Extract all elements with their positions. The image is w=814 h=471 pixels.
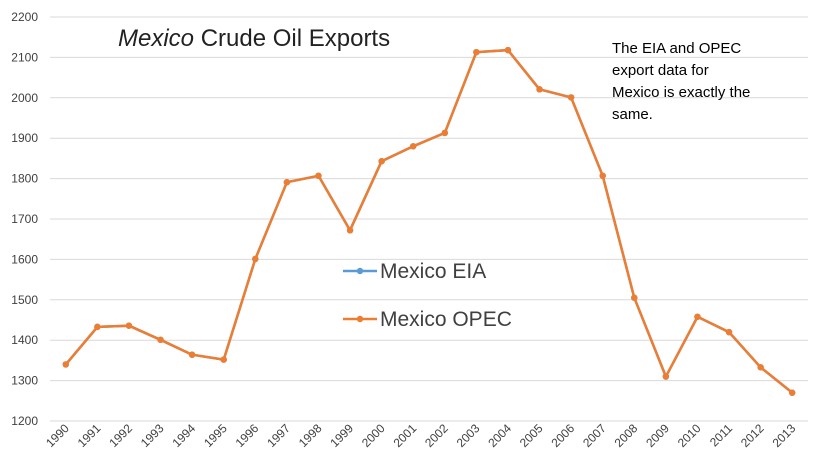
chart-title-rest: Crude Oil Exports — [194, 25, 390, 52]
legend: Mexico EIA Mexico OPEC — [343, 260, 512, 331]
series-line — [64, 48, 793, 394]
x-tick-label: 2005 — [517, 421, 546, 450]
x-tick-label: 2003 — [454, 421, 483, 450]
x-tick-label: 1996 — [233, 421, 262, 450]
legend-opec-label: Mexico OPEC — [380, 308, 512, 331]
x-tick-label: 1990 — [43, 421, 72, 450]
x-tick-label: 2002 — [422, 421, 451, 450]
x-tick-label: 1995 — [201, 421, 230, 450]
data-point — [504, 46, 512, 54]
data-point — [220, 356, 227, 363]
x-tick-label: 2004 — [485, 421, 514, 450]
x-axis-ticks: 1990 1991 1992 1993 1994 1995 1996 1997 1998 1999… — [43, 421, 798, 450]
y-tick-label: 1900 — [11, 131, 38, 145]
data-point — [631, 294, 638, 301]
data-point — [315, 172, 322, 179]
data-point — [694, 313, 701, 320]
y-tick-label: 1200 — [11, 414, 38, 428]
data-point — [188, 351, 196, 358]
x-tick-label: 2010 — [675, 421, 704, 450]
y-tick-label: 1300 — [11, 374, 38, 388]
x-tick-label: 2007 — [580, 421, 609, 450]
data-point — [473, 48, 480, 56]
y-tick-label: 1400 — [11, 333, 38, 347]
data-point — [789, 389, 796, 396]
annotation-note: The EIA and OPEC export data for Mexico … — [612, 40, 755, 123]
x-tick-label: 2011 — [707, 421, 735, 449]
data-point — [567, 94, 575, 101]
data-point — [94, 323, 101, 331]
data-point — [725, 328, 733, 336]
x-tick-label: 1993 — [138, 421, 167, 450]
legend-eia-label: Mexico EIA — [380, 260, 486, 283]
data-point — [157, 336, 164, 343]
data-point — [252, 255, 259, 263]
x-tick-label: 2001 — [391, 421, 420, 450]
gridlines — [50, 16, 808, 422]
data-point — [125, 322, 133, 329]
data-point — [757, 364, 764, 371]
y-tick-label: 2200 — [11, 10, 38, 24]
legend-eia-swatch-marker — [356, 267, 364, 275]
series-1 — [62, 46, 796, 396]
y-tick-label: 2100 — [11, 50, 38, 64]
x-tick-label: 1994 — [169, 421, 198, 450]
x-tick-label: 2000 — [359, 421, 388, 450]
data-point — [662, 373, 670, 380]
annotation-line-3: Mexico is exactly the — [612, 84, 750, 101]
annotation-line-4: same. — [612, 106, 653, 123]
x-tick-label: 2008 — [612, 421, 641, 450]
y-tick-label: 1600 — [11, 252, 38, 266]
x-tick-label: 2009 — [643, 421, 672, 450]
x-tick-label: 2012 — [738, 421, 767, 450]
x-tick-label: 1999 — [327, 421, 356, 450]
x-tick-label: 1998 — [296, 421, 325, 450]
data-point — [346, 227, 354, 234]
x-tick-label: 1992 — [106, 421, 135, 450]
data-point — [441, 129, 448, 137]
y-tick-label: 1500 — [11, 293, 38, 307]
legend-item-opec: Mexico OPEC — [343, 308, 512, 331]
annotation-line-2: export data for — [612, 62, 709, 79]
chart-title: Mexico Crude Oil Exports — [118, 25, 390, 52]
legend-opec-swatch-marker — [356, 315, 364, 323]
data-point — [599, 172, 606, 179]
y-tick-label: 1800 — [11, 172, 38, 186]
data-point — [283, 179, 291, 186]
x-tick-label: 1991 — [75, 421, 104, 450]
annotation-line-1: The EIA and OPEC — [612, 40, 741, 57]
data-point — [62, 361, 69, 368]
data-point — [378, 158, 385, 165]
x-tick-label: 1997 — [264, 421, 293, 450]
y-tick-label: 1700 — [11, 212, 38, 226]
data-point — [410, 143, 417, 150]
chart-title-italic: Mexico — [118, 25, 194, 52]
y-tick-label: 2000 — [11, 91, 38, 105]
series-lines — [62, 46, 796, 396]
x-tick-label: 2006 — [548, 421, 577, 450]
data-point — [536, 86, 543, 93]
y-axis-ticks: 1200 1300 1400 1500 1600 1700 1800 1900 2000 2100… — [11, 10, 38, 428]
x-tick-label: 2013 — [770, 421, 799, 450]
legend-item-eia: Mexico EIA — [343, 260, 486, 283]
